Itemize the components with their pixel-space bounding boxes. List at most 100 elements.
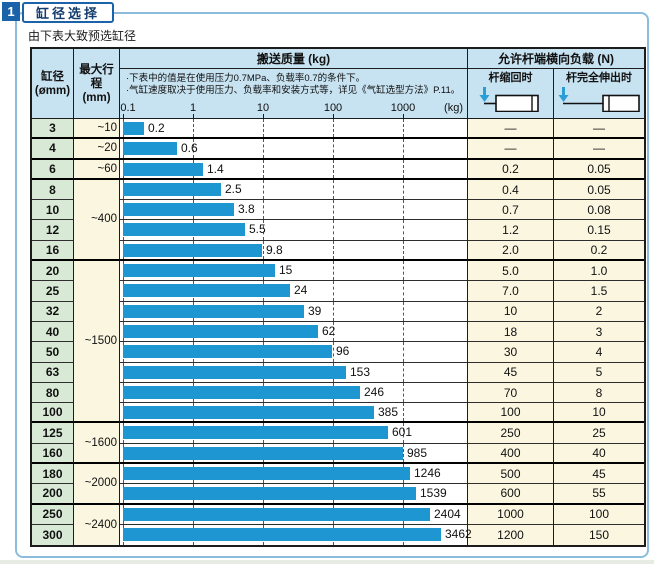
bore-cell-20: 20 <box>32 261 74 282</box>
chart-gridline <box>403 382 404 403</box>
mass-bar-32 <box>123 304 304 318</box>
rod-retracted-label: 杆缩回时 <box>488 72 533 84</box>
chart-note-line1: ·下表中的值是在使用压力0.7MPa、负载率0.7的条件下。 <box>126 73 366 84</box>
axis-tickmark <box>263 114 264 118</box>
retract-load-cell-125: 250 <box>468 423 554 444</box>
chart-gridline <box>333 281 334 301</box>
bore-selection-table: 缸径 (ømm) 最大行程 (mm) 搬送质量 (kg) 允许杆端横向负载 (N… <box>30 47 646 548</box>
chart-row-20: 15 <box>120 261 468 282</box>
bore-cell-63: 63 <box>32 362 74 383</box>
header-load-title: 允许杆端横向负载 (N) <box>468 49 644 69</box>
chart-gridline <box>403 200 404 220</box>
retract-load-cell-6: 0.2 <box>468 159 554 180</box>
mass-value-label: 39 <box>308 303 322 318</box>
mass-bar-180 <box>123 467 410 481</box>
mass-bar-8 <box>123 182 221 196</box>
mass-bar-6 <box>123 162 203 176</box>
mass-value-label: 1246 <box>414 466 441 481</box>
retract-load-cell-20: 5.0 <box>468 261 554 282</box>
chart-gridline <box>263 240 264 260</box>
chart-gridline <box>403 220 404 240</box>
axis-label-1: 1 <box>189 102 197 114</box>
mass-value-label: 601 <box>392 425 413 440</box>
mass-value-label: 15 <box>279 263 293 278</box>
mass-value-label: 246 <box>364 384 385 399</box>
extend-load-cell-180: 45 <box>554 464 644 485</box>
chart-gridline <box>193 139 194 158</box>
bore-cell-50: 50 <box>32 342 74 363</box>
extend-load-cell-80: 8 <box>554 382 644 404</box>
bore-cell-80: 80 <box>32 382 74 404</box>
extend-load-cell-6: 0.05 <box>554 159 644 180</box>
retract-load-cell-10: 0.7 <box>468 200 554 221</box>
chart-row-80: 246 <box>120 382 468 404</box>
chart-notes: ·下表中的值是在使用压力0.7MPa、负载率0.7的条件下。 ·气缸速度取决于使… <box>120 69 467 97</box>
chart-row-16: 9.8 <box>120 240 468 262</box>
chart-gridline <box>403 321 404 342</box>
chart-row-10: 3.8 <box>120 200 468 221</box>
retract-load-cell-8: 0.4 <box>468 179 554 201</box>
extend-load-cell-8: 0.05 <box>554 179 644 201</box>
extend-load-cell-160: 40 <box>554 443 644 465</box>
bore-cell-8: 8 <box>32 179 74 201</box>
extend-load-cell-100: 10 <box>554 403 644 424</box>
header-stroke-unit: (mm) <box>82 91 111 104</box>
chart-row-300: 3462 <box>120 524 472 546</box>
mass-value-label: 5.5 <box>249 222 266 237</box>
retract-load-cell-50: 30 <box>468 342 554 363</box>
stroke-cell-~20: ~20 <box>74 139 120 160</box>
retract-load-cell-12: 1.2 <box>468 220 554 241</box>
bore-cell-250: 250 <box>32 504 74 525</box>
mass-value-label: 2404 <box>434 506 461 521</box>
retract-load-cell-200: 600 <box>468 484 554 505</box>
chart-gridline <box>403 281 404 301</box>
stroke-cell-~400: ~400 <box>74 179 120 262</box>
cylinder-rod-extended-icon <box>558 87 640 112</box>
chart-row-63: 153 <box>120 362 468 383</box>
axis-tickmark <box>123 114 124 118</box>
retract-load-cell-4: — <box>468 139 554 160</box>
mass-bar-200 <box>123 487 416 501</box>
retract-load-cell-63: 45 <box>468 362 554 383</box>
axis-tickmark <box>333 114 334 118</box>
axis-label-100: 100 <box>323 102 343 114</box>
extend-load-cell-16: 0.2 <box>554 240 644 262</box>
mass-value-label: 62 <box>322 323 336 338</box>
mass-value-label: 385 <box>378 405 399 420</box>
retract-load-cell-160: 400 <box>468 443 554 465</box>
chart-gridline <box>333 119 334 138</box>
retract-load-cell-3: — <box>468 119 554 140</box>
chart-row-8: 2.5 <box>120 179 468 201</box>
header-stroke-column: 最大行程 (mm) <box>74 49 120 119</box>
retract-load-cell-16: 2.0 <box>468 240 554 262</box>
extend-load-cell-12: 0.15 <box>554 220 644 241</box>
mass-bar-100 <box>123 406 374 420</box>
retract-load-cell-100: 100 <box>468 403 554 424</box>
retract-load-cell-32: 10 <box>468 301 554 322</box>
chart-row-100: 385 <box>120 403 468 424</box>
chart-gridline <box>403 139 404 158</box>
chart-gridline <box>333 159 334 178</box>
chart-row-50: 96 <box>120 342 468 363</box>
chart-gridline <box>333 179 334 200</box>
chart-row-3: 0.2 <box>120 119 468 140</box>
bore-cell-6: 6 <box>32 159 74 180</box>
mass-bar-40 <box>123 324 318 338</box>
retract-load-cell-80: 70 <box>468 382 554 404</box>
mass-bar-20 <box>123 264 275 278</box>
extend-load-cell-200: 55 <box>554 484 644 505</box>
mass-value-label: 96 <box>336 344 350 359</box>
bore-cell-160: 160 <box>32 443 74 465</box>
bore-cell-4: 4 <box>32 139 74 160</box>
extend-load-cell-40: 3 <box>554 321 644 343</box>
axis-label-1000: 1000 <box>390 102 416 114</box>
extend-load-cell-125: 25 <box>554 423 644 444</box>
axis-tickmark <box>193 114 194 118</box>
bore-cell-100: 100 <box>32 403 74 424</box>
chart-gridline <box>403 179 404 200</box>
rod-extended-label: 杆完全伸出时 <box>566 72 632 84</box>
chart-gridline <box>263 220 264 240</box>
stroke-cell-~60: ~60 <box>74 159 120 180</box>
chart-gridline <box>333 139 334 158</box>
bore-cell-32: 32 <box>32 301 74 322</box>
